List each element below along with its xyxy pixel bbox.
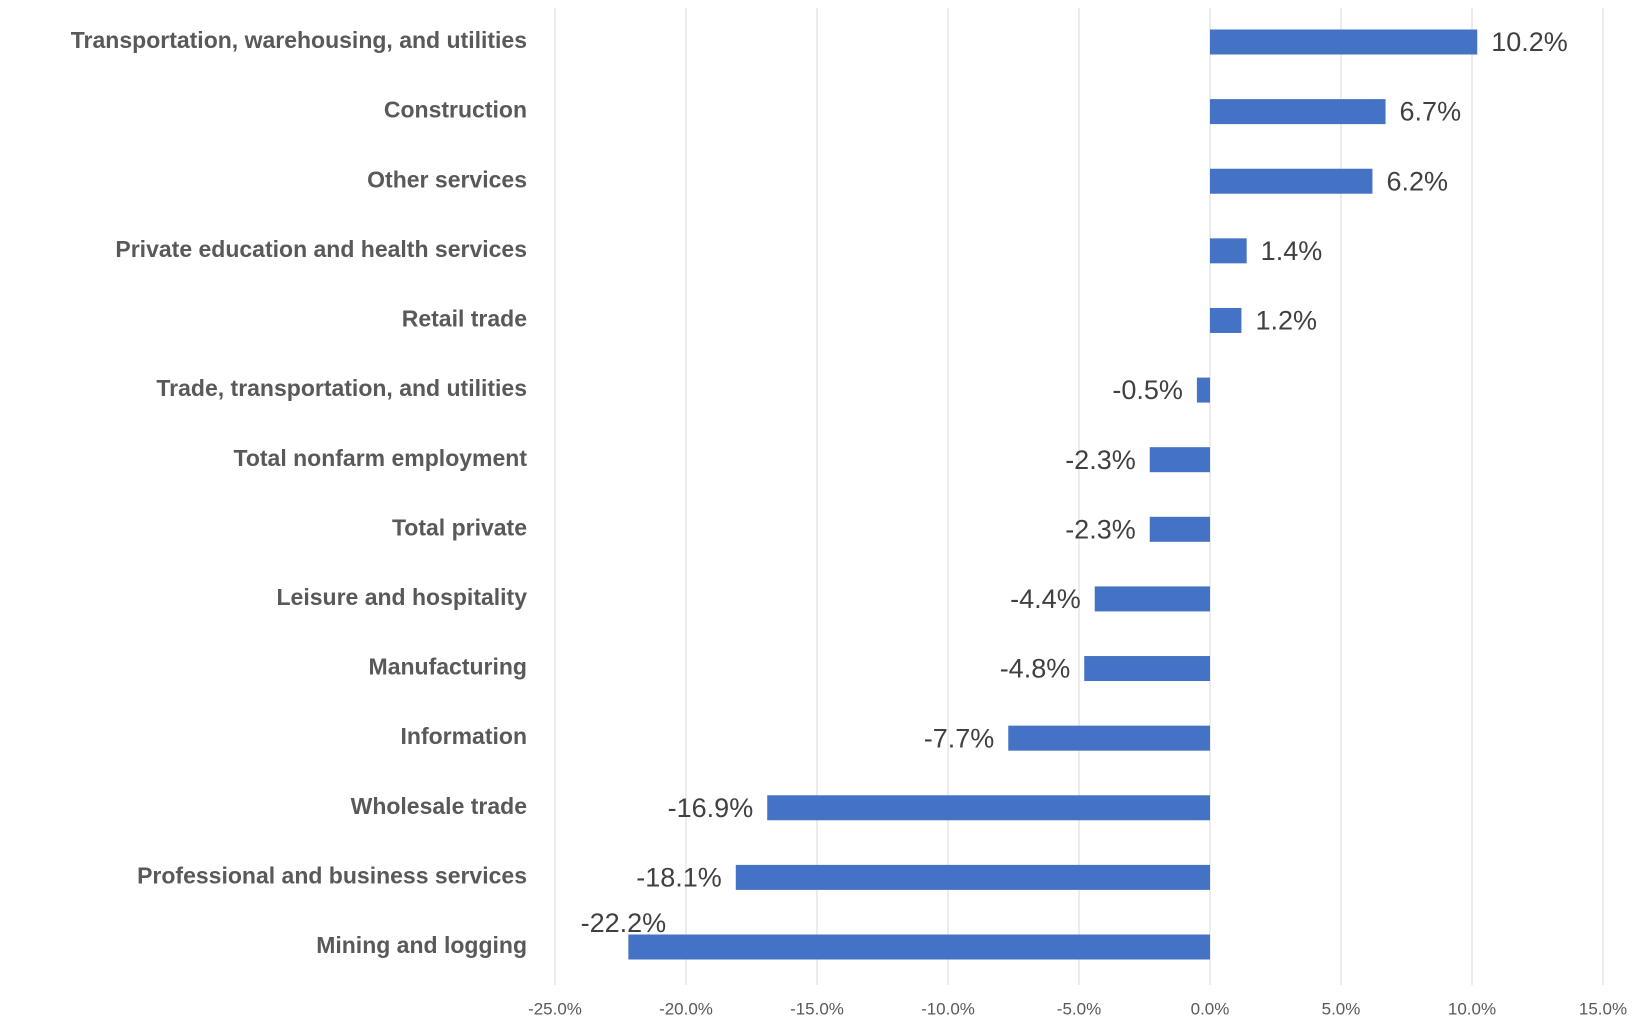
value-label: -22.2% [581, 908, 667, 938]
bar [1210, 99, 1386, 125]
x-tick-label: -25.0% [528, 999, 582, 1018]
bar [735, 864, 1210, 890]
bar [1084, 656, 1210, 682]
category-label: Leisure and hospitality [277, 584, 528, 610]
bar [1210, 238, 1247, 264]
x-tick-label: -20.0% [659, 999, 713, 1018]
category-label: Private education and health services [115, 236, 527, 262]
x-tick-label: 15.0% [1579, 999, 1627, 1018]
value-label: -2.3% [1065, 514, 1136, 544]
value-label: 1.4% [1261, 236, 1323, 266]
x-tick-label: -5.0% [1057, 999, 1101, 1018]
category-label: Wholesale trade [351, 793, 527, 819]
value-label: -2.3% [1065, 445, 1136, 475]
value-label: -4.4% [1010, 584, 1081, 614]
bar [1210, 29, 1478, 55]
x-tick-label: 5.0% [1322, 999, 1361, 1018]
category-label: Total private [392, 514, 527, 540]
value-label: 6.7% [1400, 97, 1462, 127]
bar [628, 934, 1210, 960]
x-tick-label: -15.0% [790, 999, 844, 1018]
category-label: Retail trade [402, 306, 527, 332]
bar [1094, 586, 1210, 612]
bar [1149, 516, 1210, 542]
category-label: Mining and logging [316, 932, 527, 958]
value-label: -7.7% [924, 723, 995, 753]
bar [1149, 447, 1210, 473]
category-label: Total nonfarm employment [234, 445, 528, 471]
value-label: -18.1% [636, 863, 722, 893]
category-label: Manufacturing [369, 654, 527, 680]
category-label: Information [401, 723, 528, 749]
bar [767, 795, 1210, 821]
value-label: 6.2% [1386, 166, 1448, 196]
category-label: Professional and business services [137, 862, 527, 888]
bar [1210, 168, 1373, 194]
bar [1196, 377, 1210, 403]
x-tick-label: 0.0% [1191, 999, 1230, 1018]
category-label: Other services [367, 166, 527, 192]
bar [1210, 307, 1242, 333]
value-label: -0.5% [1112, 375, 1183, 405]
category-label: Construction [384, 97, 527, 123]
x-tick-label: -10.0% [921, 999, 975, 1018]
value-label: 10.2% [1491, 27, 1568, 57]
value-label: -16.9% [668, 793, 754, 823]
category-label: Transportation, warehousing, and utiliti… [71, 27, 527, 53]
x-tick-label: 10.0% [1448, 999, 1496, 1018]
bar [1008, 725, 1210, 751]
value-label: 1.2% [1255, 306, 1317, 336]
category-label: Trade, transportation, and utilities [156, 375, 527, 401]
value-label: -4.8% [1000, 654, 1071, 684]
